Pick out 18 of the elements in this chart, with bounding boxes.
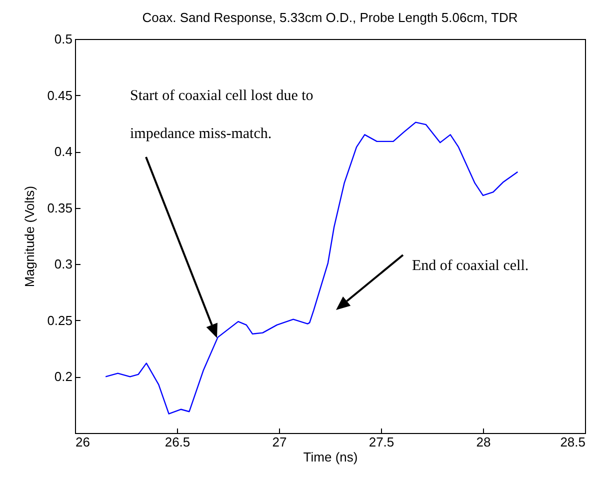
- y-tick-label: 0.25: [47, 312, 72, 328]
- y-tick-label: 0.5: [54, 32, 72, 46]
- y-tick-label: 0.2: [54, 369, 72, 384]
- x-tick-label: 28: [476, 434, 491, 450]
- y-tick-label: 0.4: [54, 144, 72, 160]
- x-tick-label: 27.5: [368, 434, 394, 450]
- x-tick-label: 28.5: [560, 434, 586, 450]
- text: Start of coaxial cell lost due to impedance miss-match.: [130, 88, 314, 142]
- y-tick-label: 0.3: [54, 256, 72, 272]
- x-tick-label: 27: [272, 434, 287, 450]
- y-axis-title: Magnitude (Volts): [22, 186, 38, 288]
- chart-title: Coax. Sand Response, 5.33cm O.D., Probe Length 5.06cm, TDR: [142, 10, 518, 25]
- x-tick-label: 26.5: [164, 434, 190, 450]
- x-axis-title: Time (ns): [303, 450, 358, 464]
- x-tick-label: 26: [76, 434, 90, 450]
- annotation: End of coaxial cell.: [412, 258, 529, 274]
- y-tick-label: 0.35: [47, 200, 72, 216]
- y-tick-label: 0.45: [47, 88, 72, 103]
